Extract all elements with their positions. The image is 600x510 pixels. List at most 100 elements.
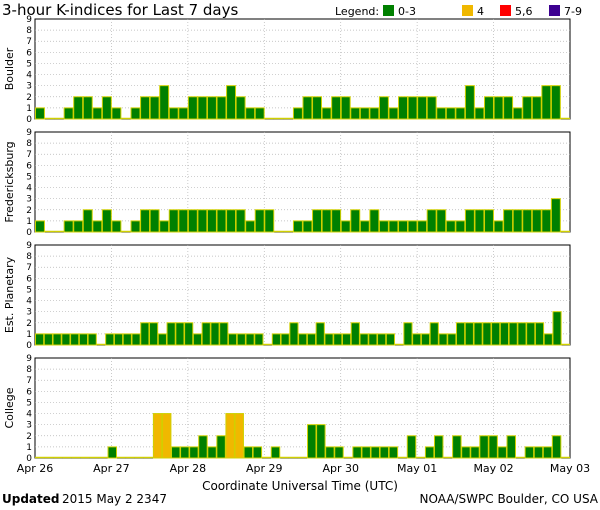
bar — [92, 107, 103, 120]
bar — [324, 333, 334, 346]
legend-swatch-5-6 — [500, 5, 511, 16]
x-tick-label: May 03 — [550, 462, 590, 475]
bar — [491, 322, 501, 346]
bar — [550, 85, 561, 120]
y-tick-label: 3 — [26, 82, 32, 92]
y-tick-label: 5 — [26, 59, 32, 69]
x-tick-label: Apr 26 — [17, 462, 54, 475]
bar — [184, 322, 194, 346]
bar — [464, 85, 475, 120]
y-tick-label: 7 — [26, 263, 32, 273]
y-tick-label: 4 — [26, 410, 32, 420]
bar — [407, 96, 418, 120]
bar — [321, 209, 332, 233]
bar — [292, 220, 303, 233]
y-tick-label: 5 — [26, 285, 32, 295]
bar — [166, 322, 176, 346]
bar — [493, 220, 504, 233]
bar — [101, 209, 112, 233]
y-tick-label: 0 — [26, 115, 32, 125]
bar — [426, 209, 437, 233]
bar — [111, 220, 122, 233]
bar — [464, 322, 474, 346]
bar — [378, 220, 389, 233]
chart-title: 3-hour K-indices for Last 7 days — [2, 1, 238, 19]
bar — [216, 209, 227, 233]
bar — [63, 220, 74, 233]
bar — [298, 333, 308, 346]
bar — [407, 220, 418, 233]
bar — [113, 333, 124, 346]
y-tick-label: 1 — [26, 217, 32, 227]
bar — [245, 220, 256, 233]
y-tick-label: 6 — [26, 274, 32, 284]
bar — [235, 209, 246, 233]
bar — [254, 333, 264, 346]
bar — [236, 333, 246, 346]
bar — [289, 322, 299, 346]
bar — [70, 333, 80, 346]
bar — [398, 96, 408, 120]
y-tick-label: 8 — [26, 26, 32, 36]
bar — [533, 446, 544, 459]
bar — [168, 107, 179, 120]
bar — [385, 333, 395, 346]
bar — [368, 333, 378, 346]
bar — [470, 446, 480, 459]
bar — [464, 209, 475, 233]
bar — [508, 322, 518, 346]
bar — [412, 333, 422, 346]
y-tick-label: 2 — [26, 206, 32, 216]
bar — [350, 209, 361, 233]
x-axis-label: Coordinate Universal Time (UTC) — [202, 479, 398, 493]
bar — [429, 322, 439, 346]
bar — [455, 322, 466, 346]
bar — [455, 107, 466, 120]
x-tick-label: Apr 27 — [93, 462, 130, 475]
y-tick-label: 8 — [26, 139, 32, 149]
bar — [420, 333, 431, 346]
bar — [130, 220, 141, 233]
bar — [52, 333, 62, 346]
bar — [197, 96, 208, 120]
bar — [219, 322, 229, 346]
bar — [552, 311, 562, 346]
bar — [352, 446, 362, 459]
y-tick-label: 9 — [26, 128, 32, 138]
bar — [542, 446, 553, 459]
bar — [350, 322, 360, 346]
y-tick-label: 2 — [26, 432, 32, 442]
y-tick-label: 4 — [26, 71, 32, 81]
x-tick-label: Apr 29 — [246, 462, 283, 475]
bar — [522, 209, 533, 233]
bar — [207, 446, 217, 459]
bar — [264, 209, 275, 233]
bar — [484, 96, 494, 120]
legend-swatch-0-3 — [383, 5, 394, 16]
bar — [526, 322, 536, 346]
bar — [180, 446, 190, 459]
bar — [474, 107, 485, 120]
bar — [312, 96, 323, 120]
bar — [461, 446, 471, 459]
y-tick-label: 9 — [26, 354, 32, 364]
bar — [334, 446, 344, 459]
bar — [187, 209, 198, 233]
bar — [210, 322, 220, 346]
bar — [331, 96, 342, 120]
bar — [534, 322, 545, 346]
bar — [35, 333, 45, 346]
y-tick-label: 6 — [26, 161, 32, 171]
bar — [479, 435, 489, 459]
bar — [159, 85, 170, 120]
bar — [377, 333, 387, 346]
bar — [436, 107, 447, 120]
bar — [424, 446, 435, 459]
bar — [157, 333, 167, 346]
bar — [499, 322, 510, 346]
bar — [198, 435, 208, 459]
y-tick-label: 7 — [26, 150, 32, 160]
